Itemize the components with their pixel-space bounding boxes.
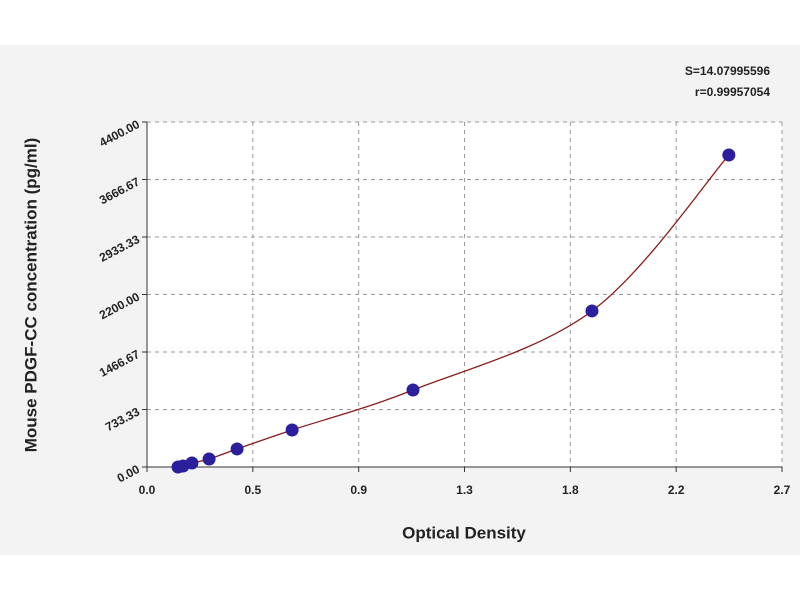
x-axis-label: Optical Density	[402, 523, 526, 542]
x-tick-label: 0.5	[244, 483, 261, 497]
x-tick-label: 0.9	[350, 483, 367, 497]
annotation: S=14.07995596	[685, 64, 770, 78]
x-tick-label: 0.0	[139, 483, 156, 497]
x-tick-label: 1.3	[456, 483, 473, 497]
data-point	[285, 423, 299, 437]
data-point	[202, 452, 216, 466]
data-point	[406, 383, 420, 397]
y-axis-label: Mouse PDGF-CC concentration (pg/ml)	[21, 138, 40, 453]
data-point	[722, 148, 736, 162]
annotation: r=0.99957054	[695, 85, 770, 99]
data-point	[585, 304, 599, 318]
x-tick-label: 2.7	[774, 483, 791, 497]
data-point	[185, 456, 199, 470]
data-point	[230, 442, 244, 456]
x-tick-label: 1.8	[562, 483, 579, 497]
x-tick-label: 2.2	[668, 483, 685, 497]
